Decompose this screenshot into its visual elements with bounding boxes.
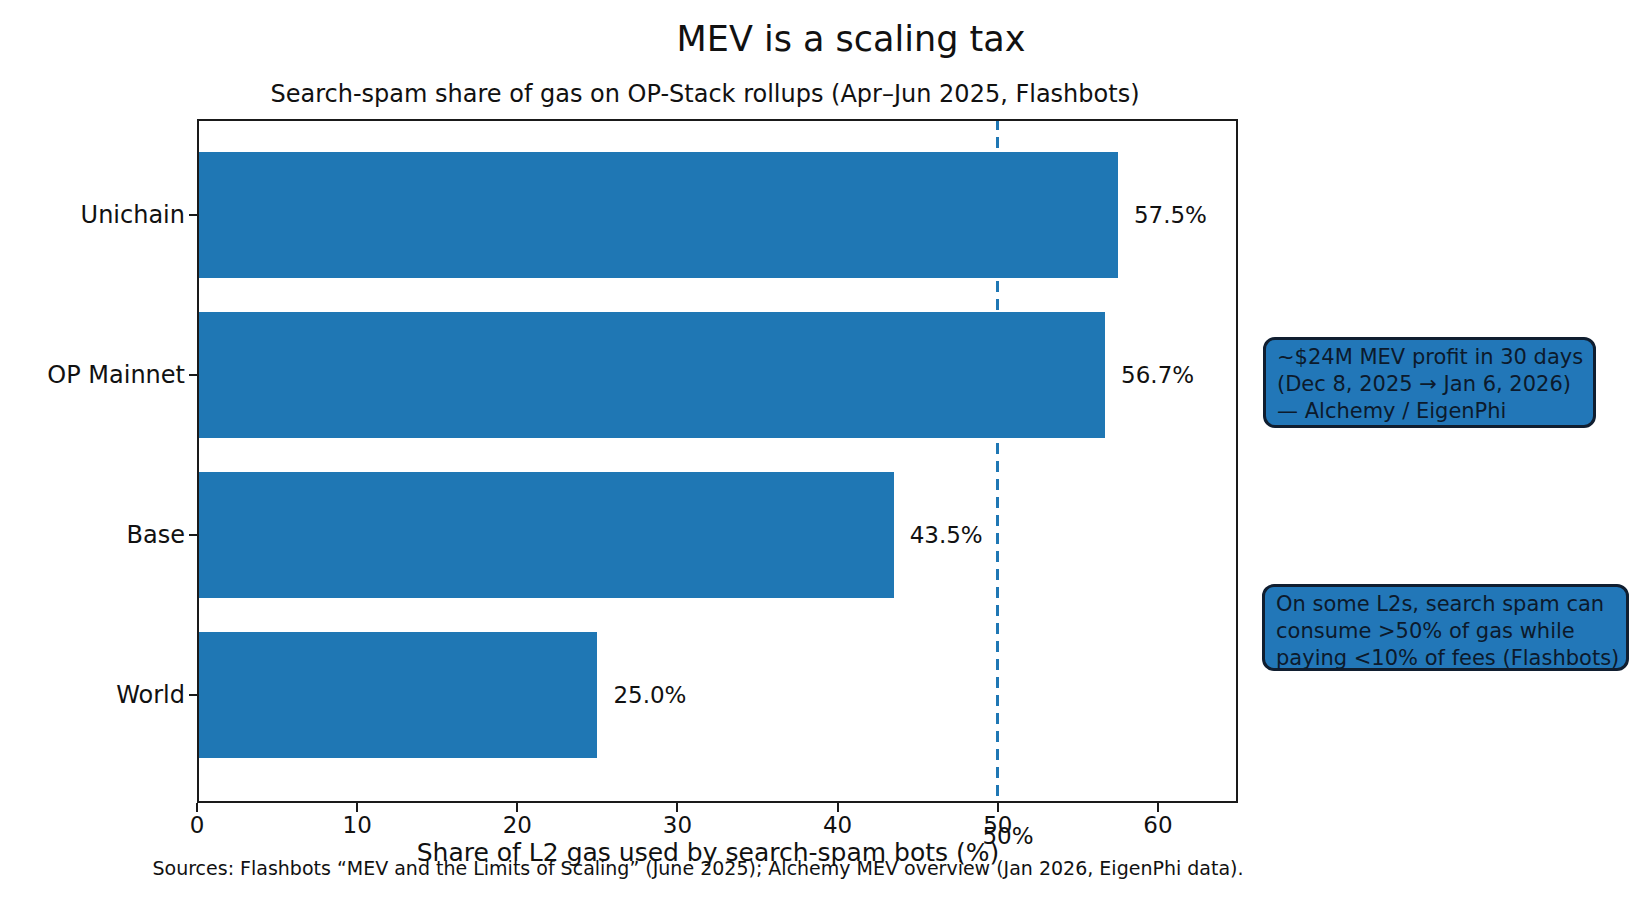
annotation-line: consume >50% of gas while (1276, 618, 1615, 645)
y-tick (189, 694, 197, 696)
reference-line-label: 50% (982, 823, 1033, 849)
annotation-box-spam-share: On some L2s, search spam can consume >50… (1262, 584, 1629, 671)
category-label: OP Mainnet (0, 361, 185, 389)
bar (197, 152, 1118, 278)
x-tick-label: 20 (503, 812, 532, 838)
y-tick (189, 534, 197, 536)
bar (197, 472, 894, 598)
x-tick (997, 803, 999, 812)
x-tick (676, 803, 678, 812)
category-label: Base (0, 521, 185, 549)
y-tick (189, 214, 197, 216)
bar-value-label: 25.0% (613, 682, 686, 708)
x-tick-label: 0 (190, 812, 205, 838)
x-tick-label: 10 (343, 812, 372, 838)
bar-value-label: 56.7% (1121, 362, 1194, 388)
annotation-line: On some L2s, search spam can (1276, 591, 1615, 618)
annotation-line: ~$24M MEV profit in 30 days (1277, 344, 1582, 371)
x-tick (356, 803, 358, 812)
annotation-line: — Alchemy / EigenPhi (1277, 398, 1582, 425)
chart-title: MEV is a scaling tax (677, 19, 1026, 59)
chart-subtitle: Search-spam share of gas on OP-Stack rol… (270, 80, 1139, 108)
y-tick (189, 374, 197, 376)
bar (197, 632, 597, 758)
annotation-line: paying <10% of fees (Flashbots) (1276, 645, 1615, 672)
bar-value-label: 43.5% (910, 522, 983, 548)
chart-figure: MEV is a scaling tax Search-spam share o… (0, 0, 1646, 909)
bar (197, 312, 1105, 438)
bar-value-label: 57.5% (1134, 202, 1207, 228)
category-label: World (0, 681, 185, 709)
x-tick (837, 803, 839, 812)
footnote-sources: Sources: Flashbots “MEV and the Limits o… (152, 857, 1243, 879)
x-tick-label: 60 (1143, 812, 1172, 838)
plot-area (197, 119, 1238, 803)
x-tick-label: 40 (823, 812, 852, 838)
annotation-line: (Dec 8, 2025 → Jan 6, 2026) (1277, 371, 1582, 398)
annotation-box-mev-profit: ~$24M MEV profit in 30 days (Dec 8, 2025… (1263, 337, 1596, 428)
x-tick (196, 803, 198, 812)
x-tick (1157, 803, 1159, 812)
x-tick-label: 30 (663, 812, 692, 838)
x-tick (516, 803, 518, 812)
category-label: Unichain (0, 201, 185, 229)
